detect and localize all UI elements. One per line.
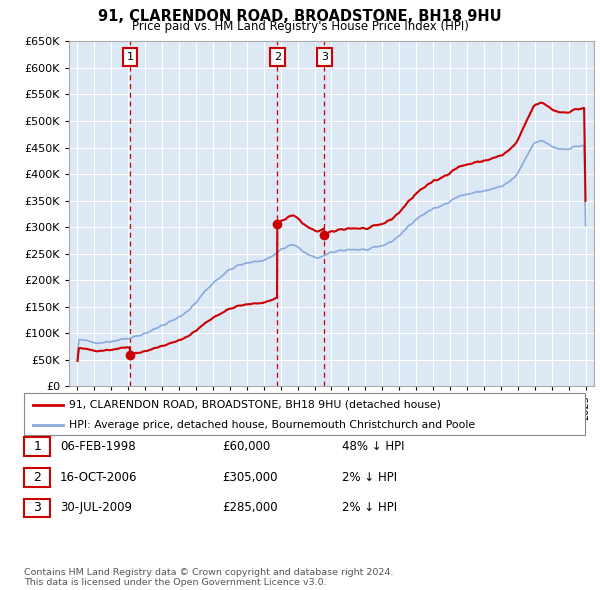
Text: Contains HM Land Registry data © Crown copyright and database right 2024.
This d: Contains HM Land Registry data © Crown c…	[24, 568, 394, 587]
Text: 30-JUL-2009: 30-JUL-2009	[60, 502, 132, 514]
Text: 48% ↓ HPI: 48% ↓ HPI	[342, 440, 404, 453]
Text: 2: 2	[274, 53, 281, 62]
Text: 91, CLARENDON ROAD, BROADSTONE, BH18 9HU: 91, CLARENDON ROAD, BROADSTONE, BH18 9HU	[98, 9, 502, 24]
Text: Price paid vs. HM Land Registry's House Price Index (HPI): Price paid vs. HM Land Registry's House …	[131, 20, 469, 33]
Text: 3: 3	[33, 502, 41, 514]
Text: 2% ↓ HPI: 2% ↓ HPI	[342, 502, 397, 514]
Text: HPI: Average price, detached house, Bournemouth Christchurch and Poole: HPI: Average price, detached house, Bour…	[69, 420, 475, 430]
Text: 2: 2	[33, 471, 41, 484]
Text: 2% ↓ HPI: 2% ↓ HPI	[342, 471, 397, 484]
Text: 1: 1	[33, 440, 41, 453]
Text: 91, CLARENDON ROAD, BROADSTONE, BH18 9HU (detached house): 91, CLARENDON ROAD, BROADSTONE, BH18 9HU…	[69, 400, 441, 410]
Text: £305,000: £305,000	[222, 471, 277, 484]
Text: £60,000: £60,000	[222, 440, 270, 453]
Text: 1: 1	[127, 53, 133, 62]
Text: 16-OCT-2006: 16-OCT-2006	[60, 471, 137, 484]
Text: 06-FEB-1998: 06-FEB-1998	[60, 440, 136, 453]
Text: 3: 3	[321, 53, 328, 62]
Text: £285,000: £285,000	[222, 502, 278, 514]
